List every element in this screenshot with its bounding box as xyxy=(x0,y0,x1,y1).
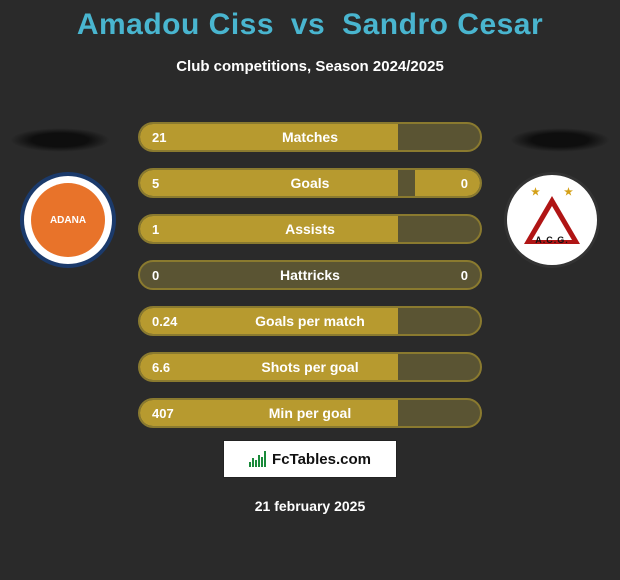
stat-label: Hattricks xyxy=(140,267,480,283)
stat-value-right: 0 xyxy=(461,176,468,191)
stat-value-left: 6.6 xyxy=(152,360,170,375)
stat-value-left: 1 xyxy=(152,222,159,237)
left-shadow xyxy=(10,128,110,152)
stat-row: Goals5 0 xyxy=(138,168,482,198)
right-shadow xyxy=(510,128,610,152)
comparison-title: Amadou Ciss vs Sandro Cesar xyxy=(0,0,620,42)
stat-row: Min per goal407 xyxy=(138,398,482,428)
player1-name: Amadou Ciss xyxy=(77,8,274,41)
bars-icon xyxy=(249,451,266,467)
stat-value-right: 0 xyxy=(461,268,468,283)
stat-row: Goals per match0.24 xyxy=(138,306,482,336)
club-crest-left: ADANA xyxy=(20,172,116,268)
stat-label: Shots per goal xyxy=(140,359,480,375)
stat-row: Assists1 xyxy=(138,214,482,244)
club-crest-right: ★★ A.C.G. xyxy=(504,172,600,268)
snapshot-date: 21 february 2025 xyxy=(0,498,620,514)
club-right-abbrev: A.C.G. xyxy=(535,235,569,245)
club-left-abbrev: ADANA xyxy=(50,215,86,226)
stat-value-left: 21 xyxy=(152,130,166,145)
brand-badge[interactable]: FcTables.com xyxy=(223,440,397,478)
stat-value-left: 0.24 xyxy=(152,314,177,329)
stat-label: Assists xyxy=(140,221,480,237)
stat-label: Min per goal xyxy=(140,405,480,421)
stat-value-left: 5 xyxy=(152,176,159,191)
stat-label: Goals xyxy=(140,175,480,191)
vs-label: vs xyxy=(291,8,325,41)
stats-container: Matches21Goals50Assists1Hattricks00Goals… xyxy=(138,122,482,444)
club-crest-left-inner: ADANA xyxy=(31,183,105,257)
season-subtitle: Club competitions, Season 2024/2025 xyxy=(0,58,620,75)
club-crest-right-inner: ★★ A.C.G. xyxy=(513,181,591,259)
stat-value-left: 407 xyxy=(152,406,174,421)
brand-text: FcTables.com xyxy=(272,451,371,468)
stat-row: Shots per goal6.6 xyxy=(138,352,482,382)
stat-row: Hattricks0 0 xyxy=(138,260,482,290)
stat-row: Matches21 xyxy=(138,122,482,152)
stat-value-left: 0 xyxy=(152,268,159,283)
player2-name: Sandro Cesar xyxy=(342,8,543,41)
stat-label: Matches xyxy=(140,129,480,145)
stat-label: Goals per match xyxy=(140,313,480,329)
